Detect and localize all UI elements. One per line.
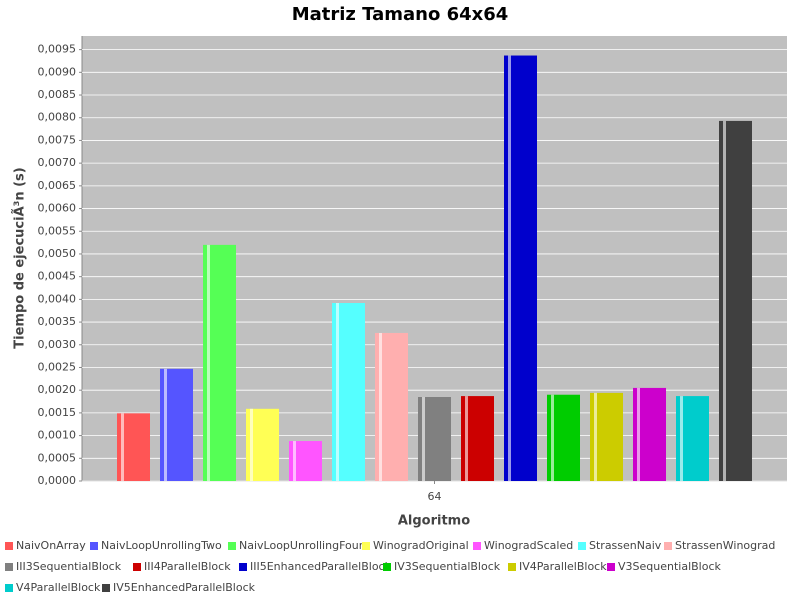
y-tick-label: 0,0050 — [38, 247, 77, 260]
legend-label: IV3SequentialBlock — [394, 560, 501, 573]
y-tick-label: 0,0020 — [38, 383, 77, 396]
legend-swatch — [664, 542, 672, 550]
bar-highlight — [637, 387, 640, 481]
legend-label: WinogradOriginal — [373, 539, 469, 552]
bar-highlight — [422, 396, 425, 481]
y-tick-label: 0,0080 — [38, 111, 77, 124]
x-axis-label: Algoritmo — [398, 514, 470, 529]
y-tick-label: 0,0065 — [38, 179, 77, 192]
legend-label: NaivOnArray — [16, 539, 86, 552]
y-tick-label: 0,0040 — [38, 292, 77, 305]
legend-label: IV4ParallelBlock — [519, 560, 607, 573]
bar-highlight — [508, 55, 511, 481]
y-tick-label: 0,0045 — [38, 270, 77, 283]
y-tick-label: 0,0010 — [38, 429, 77, 442]
legend-label: WinogradScaled — [484, 539, 573, 552]
y-tick-label: 0,0090 — [38, 65, 77, 78]
y-tick-label: 0,0060 — [38, 202, 77, 215]
legend-swatch — [90, 542, 98, 550]
y-tick-label: 0,0015 — [38, 406, 77, 419]
legend-label: III3SequentialBlock — [16, 560, 122, 573]
legend-label: V3SequentialBlock — [618, 560, 722, 573]
y-tick-label: 0,0085 — [38, 88, 77, 101]
legend-swatch — [383, 563, 391, 571]
legend-swatch — [228, 542, 236, 550]
y-axis-label: Tiempo de ejecuciÃ³n (s) — [12, 167, 28, 348]
y-tick-label: 0,0005 — [38, 451, 77, 464]
legend-swatch — [102, 584, 110, 592]
bar-highlight — [379, 332, 382, 481]
bar-highlight — [207, 244, 210, 481]
bar-highlight — [336, 303, 339, 481]
legend-label: III5EnhancedParallelBlock — [250, 560, 392, 573]
legend-label: StrassenWinograd — [675, 539, 775, 552]
bar-highlight — [680, 396, 683, 481]
legend-swatch — [5, 584, 13, 592]
legend-swatch — [362, 542, 370, 550]
bar-highlight — [551, 394, 554, 481]
y-tick-label: 0,0030 — [38, 338, 77, 351]
legend-label: NaivLoopUnrollingFour — [239, 539, 364, 552]
legend-swatch — [578, 542, 586, 550]
legend-swatch — [5, 542, 13, 550]
legend-label: IV5EnhancedParallelBlock — [113, 581, 256, 594]
bar-highlight — [250, 408, 253, 481]
legend-swatch — [607, 563, 615, 571]
x-tick-label: 64 — [428, 490, 442, 503]
y-tick-label: 0,0025 — [38, 360, 77, 373]
legend-swatch — [5, 563, 13, 571]
y-tick-label: 0,0075 — [38, 133, 77, 146]
bar-highlight — [465, 396, 468, 481]
y-tick-label: 0,0035 — [38, 315, 77, 328]
legend-label: V4ParallelBlock — [16, 581, 101, 594]
bar-highlight — [164, 368, 167, 481]
bar-highlight — [723, 120, 726, 481]
y-tick-label: 0,0070 — [38, 156, 77, 169]
legend-label: StrassenNaiv — [589, 539, 662, 552]
legend-label: III4ParallelBlock — [144, 560, 231, 573]
legend-swatch — [508, 563, 516, 571]
bar-highlight — [293, 441, 296, 481]
legend-swatch — [133, 563, 141, 571]
bar-highlight — [121, 413, 124, 481]
legend-swatch — [473, 542, 481, 550]
chart-title: Matriz Tamano 64x64 — [292, 4, 509, 25]
y-tick-label: 0,0095 — [38, 43, 77, 56]
legend-label: NaivLoopUnrollingTwo — [101, 539, 222, 552]
y-tick-label: 0,0055 — [38, 224, 77, 237]
y-tick-label: 0,0000 — [38, 474, 77, 487]
legend-swatch — [239, 563, 247, 571]
bar-highlight — [594, 392, 597, 481]
